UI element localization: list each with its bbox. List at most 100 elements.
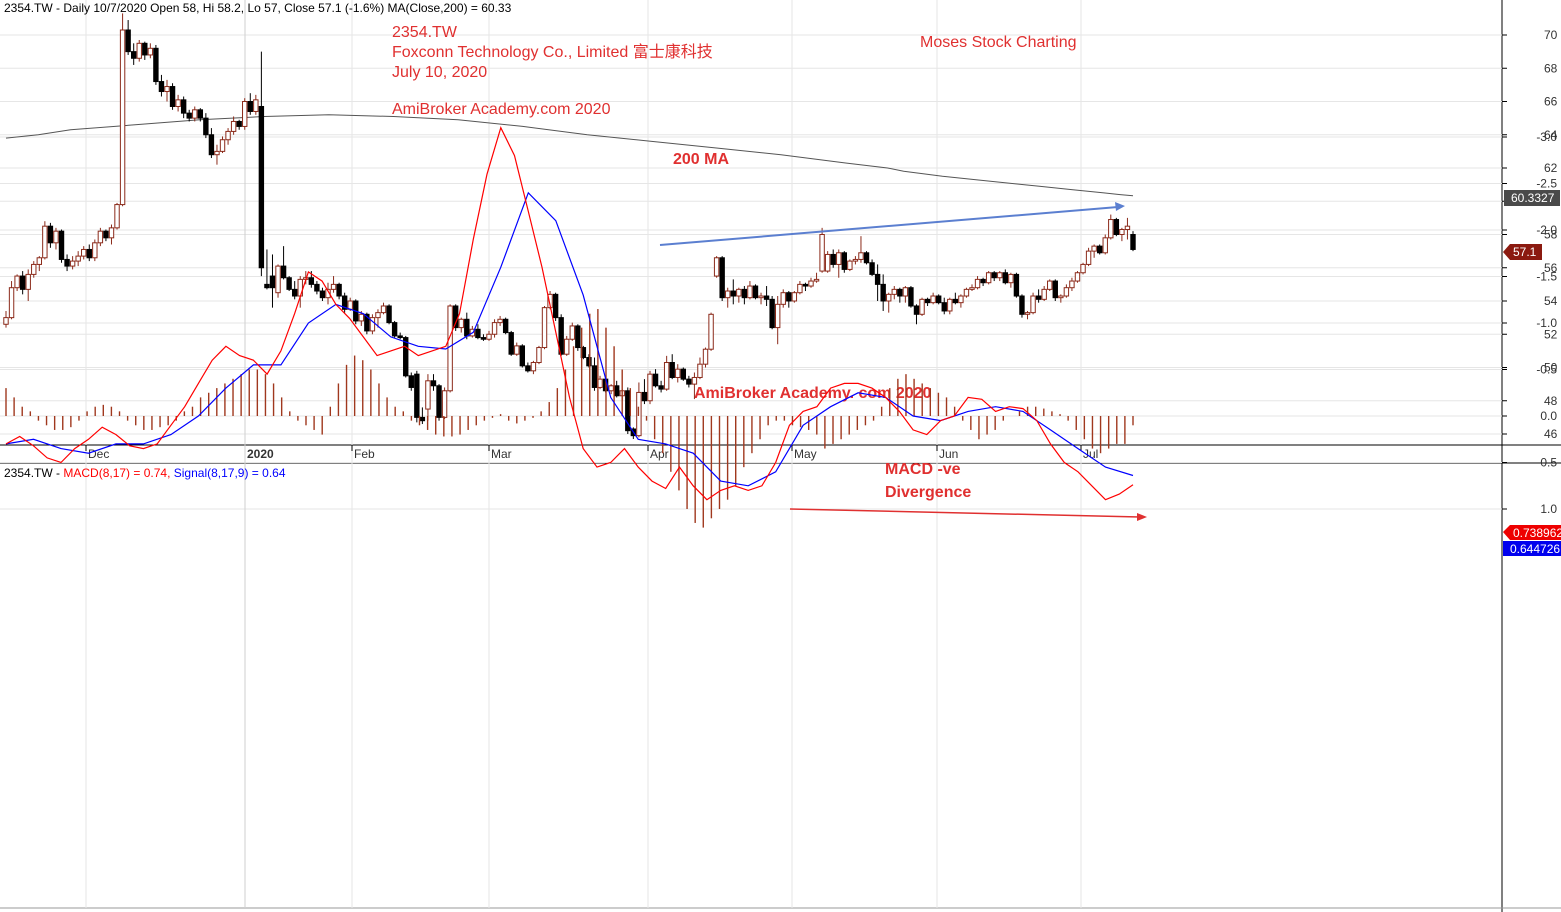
candle-body bbox=[108, 227, 115, 239]
candle-body bbox=[514, 345, 520, 355]
candle-body bbox=[125, 29, 131, 53]
candle-body bbox=[314, 283, 320, 292]
candle-body bbox=[142, 42, 148, 56]
candle-body bbox=[308, 277, 315, 285]
candle-body bbox=[658, 385, 664, 390]
candle-body bbox=[819, 234, 825, 272]
macd-annotation-line1: MACD -ve bbox=[885, 461, 961, 478]
header-ohlc: - Daily 10/7/2020 Open 58, Hi 58.2, Lo 5… bbox=[53, 1, 388, 15]
candle-body bbox=[924, 298, 931, 304]
candle-body bbox=[3, 317, 9, 325]
candle-body bbox=[441, 390, 448, 418]
candle-body bbox=[958, 295, 964, 304]
price-trendline-arrowhead bbox=[1115, 202, 1125, 211]
candle-body bbox=[391, 322, 398, 337]
candle-body bbox=[164, 86, 170, 93]
candle-body bbox=[647, 373, 653, 402]
candle-body bbox=[902, 287, 909, 297]
candle-body bbox=[153, 47, 159, 83]
candle-body bbox=[763, 295, 770, 300]
candle-body bbox=[786, 292, 792, 302]
candle-body bbox=[147, 47, 154, 56]
macd-y-tick-label: -0.5 bbox=[1536, 363, 1557, 377]
candle-body bbox=[847, 260, 853, 270]
candle-body bbox=[192, 109, 198, 119]
macd-y-tick-label: -2.5 bbox=[1536, 177, 1557, 191]
candle-body bbox=[836, 252, 842, 265]
candle-body bbox=[1069, 280, 1075, 289]
candle-body bbox=[802, 283, 809, 287]
candle-body bbox=[747, 285, 753, 299]
ma-value-tag bbox=[1504, 190, 1560, 206]
candle-body bbox=[525, 365, 531, 372]
candle-body bbox=[347, 300, 353, 310]
candle-body bbox=[791, 292, 798, 302]
candle-body bbox=[908, 287, 914, 307]
macd-value-tag bbox=[1503, 525, 1561, 540]
candle-body bbox=[447, 305, 453, 392]
candle-body bbox=[841, 252, 848, 270]
candle-body bbox=[752, 285, 759, 299]
candle-body bbox=[897, 288, 903, 297]
candle-body bbox=[64, 258, 70, 267]
candle-body bbox=[58, 230, 65, 260]
candle-body bbox=[852, 258, 859, 262]
candle-body bbox=[1102, 237, 1108, 254]
candle-body bbox=[1085, 250, 1092, 265]
candle-body bbox=[69, 260, 76, 267]
candle-body bbox=[708, 313, 714, 350]
candle-body bbox=[275, 265, 281, 294]
candle-body bbox=[397, 335, 403, 339]
candle-body bbox=[675, 368, 681, 378]
candle-body bbox=[1113, 219, 1120, 236]
candle-body bbox=[1080, 263, 1086, 274]
macd-y-tick-label: 1.0 bbox=[1540, 502, 1557, 516]
candle-body bbox=[375, 312, 381, 319]
macd-panel-header: 2354.TW - MACD(8,17) = 0.74, Signal(8,17… bbox=[4, 466, 286, 480]
candle-body bbox=[175, 99, 181, 107]
candle-body bbox=[1019, 295, 1025, 315]
close-value-tag-text: 57.1 bbox=[1513, 245, 1537, 259]
header-ma: MA(Close,200) = 60.33 bbox=[388, 1, 512, 15]
candle-body bbox=[813, 278, 820, 282]
macd-header-macd: MACD(8,17) = 0.74, bbox=[63, 466, 170, 480]
candle-body bbox=[225, 130, 231, 141]
candle-body bbox=[169, 86, 176, 107]
candle-body bbox=[119, 29, 126, 206]
price-y-tick-label: 46 bbox=[1544, 427, 1558, 441]
candle-body bbox=[330, 283, 337, 290]
candle-body bbox=[575, 325, 581, 349]
candle-body bbox=[1047, 280, 1053, 290]
candle-body bbox=[919, 298, 925, 315]
candle-body bbox=[769, 298, 775, 329]
candle-body bbox=[386, 305, 392, 324]
price-y-tick-label: 48 bbox=[1544, 394, 1558, 408]
x-tick-label: 2020 bbox=[247, 447, 274, 461]
candle-body bbox=[291, 288, 298, 297]
candle-body bbox=[874, 273, 881, 285]
candle-body bbox=[103, 230, 109, 239]
candle-body bbox=[1030, 295, 1036, 314]
brand-text: Moses Stock Charting bbox=[920, 34, 1077, 51]
candle-body bbox=[1008, 273, 1014, 284]
candle-body bbox=[491, 322, 498, 335]
candle-body bbox=[952, 298, 959, 304]
candle-body bbox=[97, 230, 104, 244]
candle-body bbox=[680, 368, 687, 380]
candle-body bbox=[663, 362, 670, 390]
candle-body bbox=[158, 81, 165, 93]
macd-y-tick-label: 0.0 bbox=[1540, 409, 1557, 423]
candle-body bbox=[380, 305, 387, 314]
candle-body bbox=[475, 328, 481, 339]
candle-body bbox=[130, 51, 137, 59]
x-tick-label: Dec bbox=[88, 447, 109, 461]
candle-body bbox=[830, 253, 836, 265]
signal-value-tag bbox=[1503, 541, 1561, 556]
price-y-tick-label: 68 bbox=[1544, 61, 1558, 75]
ma-annotation: 200 MA bbox=[673, 151, 729, 168]
candle-body bbox=[1124, 225, 1131, 231]
candle-body bbox=[935, 295, 942, 304]
candle-body bbox=[797, 283, 803, 294]
candle-body bbox=[236, 120, 242, 127]
